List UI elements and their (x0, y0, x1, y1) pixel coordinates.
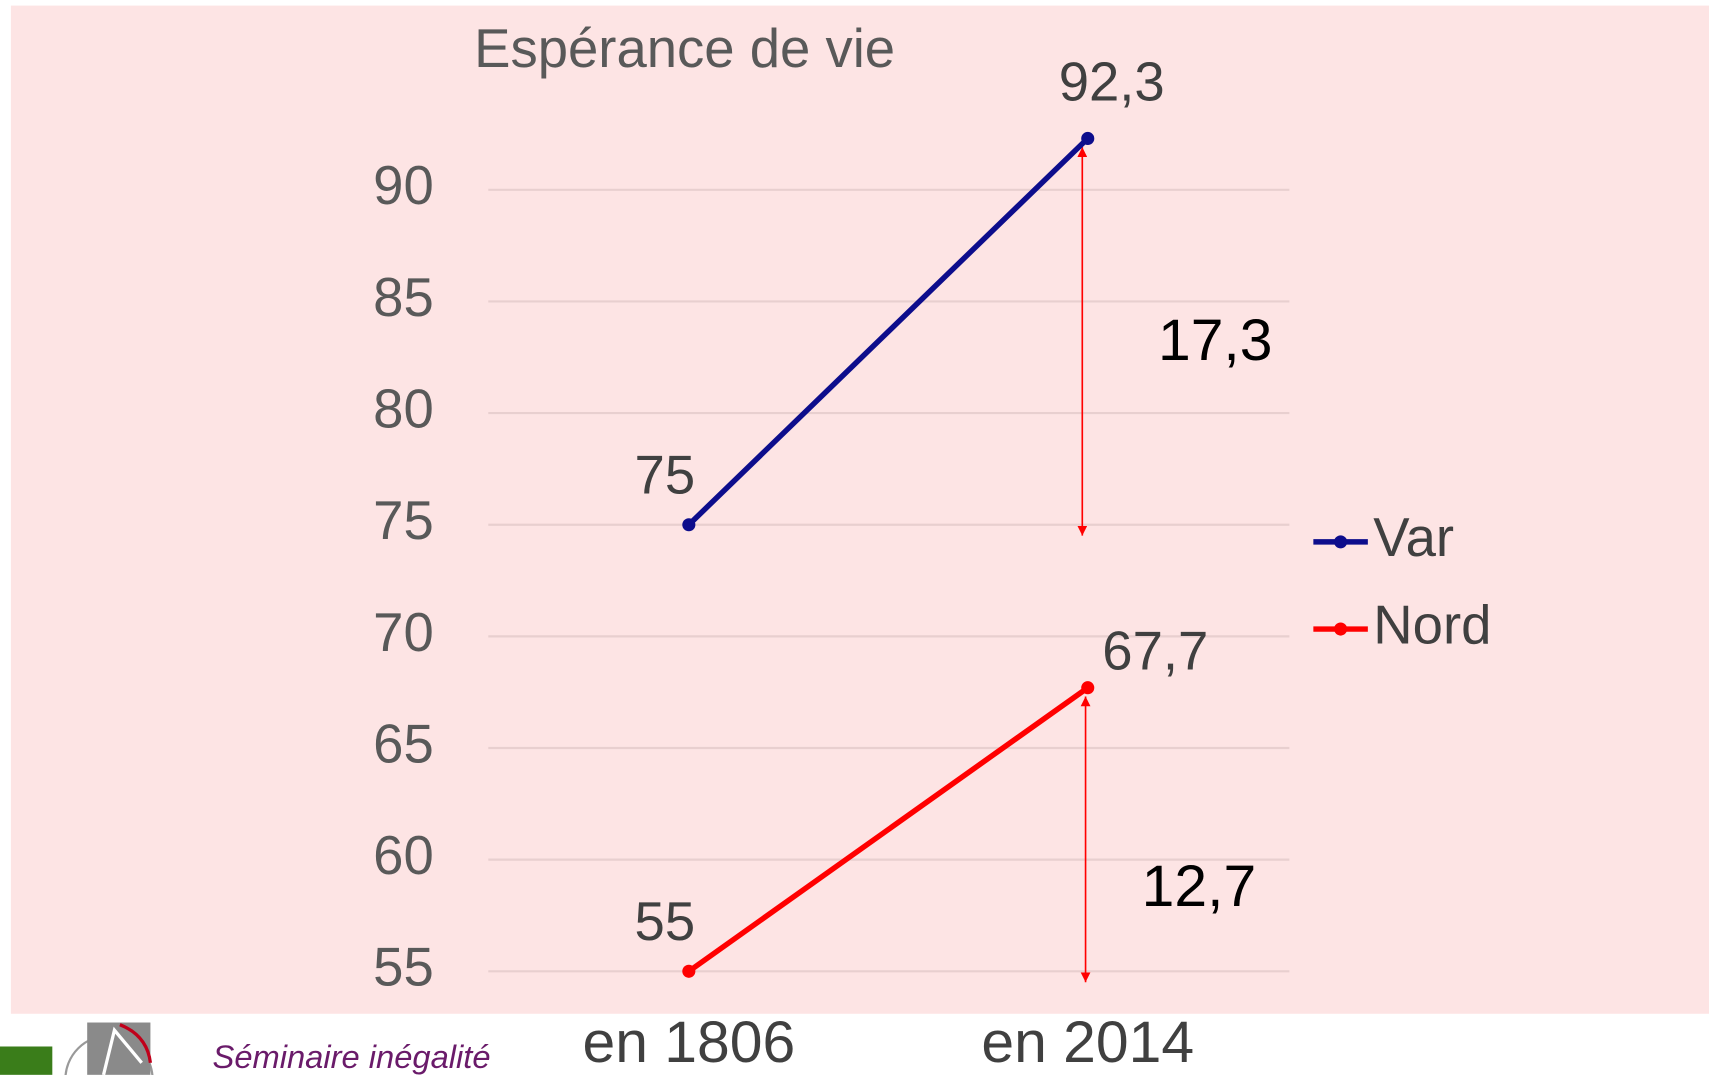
logo (64, 1022, 154, 1075)
data-point (1081, 681, 1095, 695)
legend-label: Nord (1373, 594, 1491, 655)
legend-marker (1334, 622, 1348, 636)
data-label: 67,7 (1102, 620, 1208, 681)
y-tick-label: 65 (373, 713, 434, 774)
annotation: 17,3 (1158, 308, 1273, 373)
data-label: 55 (635, 891, 696, 952)
plot-background (10, 5, 1709, 1014)
annotation: 12,7 (1142, 854, 1257, 919)
series-line (686, 136, 1090, 527)
y-tick-label: 85 (373, 267, 434, 328)
legend-marker (1334, 535, 1348, 549)
data-label: 75 (635, 444, 696, 505)
legend-label: Var (1373, 507, 1454, 568)
data-point (682, 964, 696, 978)
footer-text: Séminaire inégalité (213, 1038, 491, 1075)
y-tick-label: 55 (373, 937, 434, 998)
x-tick-label: en 2014 (981, 1010, 1194, 1075)
data-point (1081, 131, 1095, 145)
series-line (687, 685, 1090, 974)
y-tick-label: 80 (373, 378, 434, 439)
x-tick-label: en 1806 (582, 1010, 795, 1075)
slide-number-box (0, 1046, 53, 1075)
y-tick-label: 60 (373, 825, 434, 886)
y-tick-label: 70 (373, 602, 434, 663)
data-point (682, 518, 696, 532)
data-label: 92,3 (1059, 52, 1165, 113)
y-tick-label: 75 (373, 490, 434, 551)
chart-title: Espérance de vie (474, 18, 895, 79)
y-tick-label: 90 (373, 155, 434, 216)
